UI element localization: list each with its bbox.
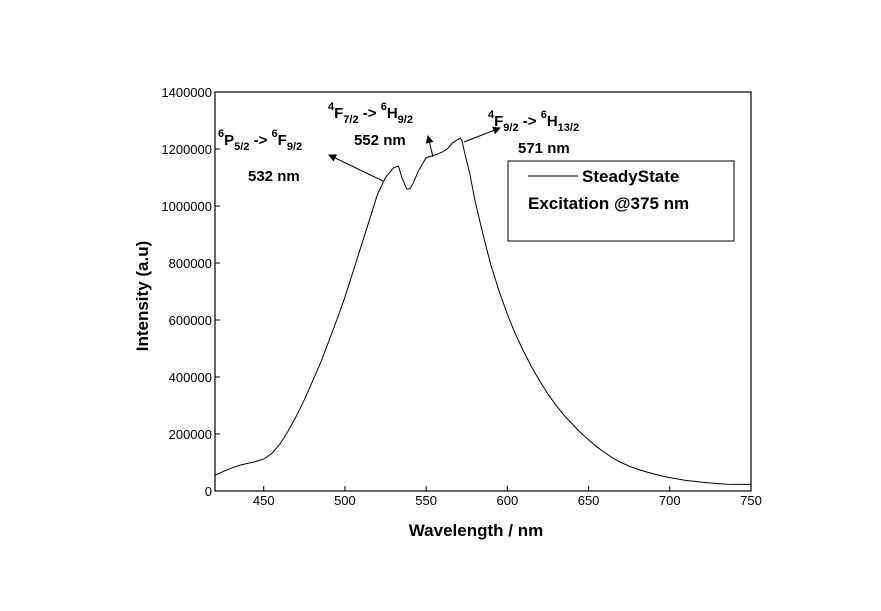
- annotation-532-sub-b: 9/2: [287, 141, 302, 153]
- annotation-571-term-b: H: [547, 113, 558, 130]
- y-axis-ticks: 0 200000 400000 600000 800000 1000000 1200000 1…: [161, 85, 220, 499]
- annotation-532-sup-b: 6: [272, 128, 278, 140]
- annotation-571-arrow: ->: [523, 113, 537, 130]
- annotation-552-arrow: ->: [363, 105, 377, 122]
- annotation-571-sub-b: 13/2: [558, 122, 579, 134]
- x-tick-label: 450: [253, 493, 275, 508]
- x-tick-label: 650: [578, 493, 600, 508]
- annotation-532-sub-a: 5/2: [234, 141, 249, 153]
- annotation-571-sub-a: 9/2: [503, 122, 518, 134]
- y-axis-label: Intensity (a.u): [133, 241, 152, 352]
- x-tick-label: 600: [497, 493, 519, 508]
- legend: SteadyState Excitation @375 nm: [507, 160, 735, 242]
- annotation-552-sub-a: 7/2: [343, 114, 358, 126]
- y-tick-label: 800000: [169, 256, 212, 271]
- svg-text:6P5/2 -> 6F9/2: 6P5/2 -> 6F9/2: [218, 128, 302, 153]
- x-tick-label: 750: [740, 493, 762, 508]
- x-tick-label: 550: [415, 493, 437, 508]
- x-tick-label: 500: [334, 493, 356, 508]
- annotation-532-wavelength: 532 nm: [248, 168, 300, 185]
- annotation-552-wavelength: 552 nm: [354, 132, 406, 149]
- annotation-552-sup-b: 6: [381, 101, 387, 113]
- y-tick-label: 1400000: [161, 85, 212, 100]
- annotation-571-sup-b: 6: [541, 109, 547, 121]
- svg-text:4F7/2 -> 6H9/2: 4F7/2 -> 6H9/2: [328, 101, 413, 126]
- svg-text:4F9/2 -> 6H13/2: 4F9/2 -> 6H13/2: [488, 109, 579, 134]
- annotation-571nm: 4F9/2 -> 6H13/2 571 nm: [463, 109, 579, 157]
- annotation-571-arrow-line: [463, 126, 501, 143]
- annotation-571-term-a: F: [494, 113, 503, 130]
- annotation-532-term-a: P: [224, 132, 234, 149]
- legend-box: [507, 160, 735, 242]
- annotation-532-term-b: F: [278, 132, 287, 149]
- plot-area-frame: [214, 91, 752, 492]
- annotation-552-term-b: H: [387, 105, 398, 122]
- annotation-552-arrow-line: [425, 135, 434, 158]
- annotation-532-arrow: ->: [254, 132, 268, 149]
- y-tick-label: 200000: [169, 427, 212, 442]
- annotation-532-arrow-line: [328, 154, 384, 182]
- annotation-552-term-a: F: [334, 105, 343, 122]
- y-tick-label: 0: [205, 484, 212, 499]
- annotation-552-sup-a: 4: [328, 101, 335, 113]
- legend-note: Excitation @375 nm: [528, 194, 689, 213]
- annotation-571-wavelength: 571 nm: [518, 140, 570, 157]
- x-axis-label: Wavelength / nm: [409, 521, 543, 540]
- y-tick-label: 1000000: [161, 199, 212, 214]
- annotation-552-sub-b: 9/2: [398, 114, 413, 126]
- annotation-532-sup-a: 6: [218, 128, 224, 140]
- y-tick-label: 600000: [169, 313, 212, 328]
- annotation-532nm: 6P5/2 -> 6F9/2 532 nm: [218, 128, 384, 185]
- annotation-552nm: 4F7/2 -> 6H9/2 552 nm: [328, 101, 434, 158]
- legend-series-label: SteadyState: [582, 167, 679, 186]
- x-tick-label: 700: [659, 493, 681, 508]
- y-tick-label: 400000: [169, 370, 212, 385]
- annotation-571-sup-a: 4: [488, 109, 495, 121]
- series-line-steadystate: [214, 137, 751, 485]
- y-tick-label: 1200000: [161, 142, 212, 157]
- x-axis-ticks: 450 500 550 600 650 700 750: [253, 486, 762, 508]
